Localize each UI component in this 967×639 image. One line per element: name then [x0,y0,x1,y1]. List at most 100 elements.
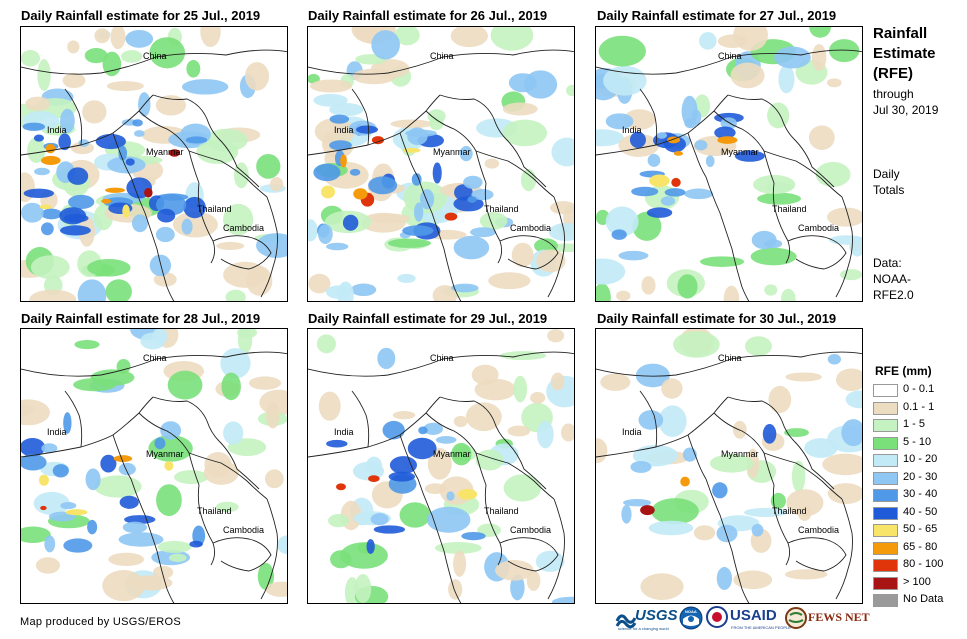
rain-cell [809,27,831,38]
rain-cell [73,378,117,392]
legend-swatch [873,454,898,467]
rain-cell [33,134,44,142]
legend-label: 10 - 20 [903,453,938,465]
fews-net-logo: FEWS NET [785,606,870,632]
rain-cell [108,552,145,567]
rain-cell [25,96,51,111]
usaid-seal [706,606,728,628]
rain-cell [122,521,148,534]
rain-cell [764,284,778,296]
country-border [793,138,835,188]
country-border [639,88,658,146]
rain-cell [94,475,142,498]
rain-cell [418,426,428,435]
rain-cell [394,27,420,46]
legend-row: 80 - 100 [873,557,963,574]
legend-row: 50 - 65 [873,522,963,539]
rain-cell [641,276,656,295]
country-label-thailand: Thailand [197,506,232,516]
rain-core [371,136,384,145]
usgs-logo-graphic [615,614,637,629]
country-border [499,235,559,270]
country-border [475,452,555,500]
rain-core [458,488,478,500]
legend-swatch [873,541,898,555]
country-border [439,396,507,442]
rain-cell [811,44,827,71]
rain-cell [223,421,244,445]
rain-cell [712,482,728,499]
rain-cell [511,242,534,268]
rain-core [402,147,421,153]
country-border [499,537,559,572]
rain-cell [85,468,101,491]
legend-swatch [873,436,898,450]
panel-title: Daily Rainfall estimate for 27 Jul., 201… [597,8,837,23]
rainfall-map-panel: China India Myanmar Thailand Cambodia [307,328,575,604]
rain-cell [225,289,246,301]
country-border [152,94,220,140]
rain-cell [248,376,282,390]
rain-cell [133,130,145,137]
rain-cell [310,79,353,93]
country-border [787,235,847,270]
rain-cell [356,125,379,134]
legend-label: 50 - 65 [903,523,938,535]
legend-swatch [873,489,898,502]
legend-title: RFE (mm) [875,364,932,378]
country-border [188,150,268,198]
rain-cell [770,492,786,510]
map-canvas [21,27,287,301]
country-border [351,390,370,448]
country-border [547,498,565,600]
rain-cell [407,127,428,146]
rain-core [40,155,61,165]
rain-cell [119,495,139,509]
rain-cell [326,242,349,251]
rain-cell [157,208,176,223]
rain-cell [200,27,221,47]
legend-label: 80 - 100 [903,558,944,570]
usaid-logo: USAID FROM THE AMERICAN PEOPLE [706,606,791,632]
rain-cell [530,392,546,404]
map-canvas [21,329,287,603]
country-border [218,440,260,490]
country-label-myanmar: Myanmar [146,449,184,459]
country-border [835,498,853,600]
rain-cell [62,72,86,89]
rain-cell [313,163,341,182]
rain-cell [780,288,796,301]
country-label-thailand: Thailand [197,204,232,214]
rain-cell [22,122,46,131]
rain-cell [705,155,715,168]
rain-cell [631,186,659,197]
rain-cell [550,372,565,391]
rain-cell [474,378,517,401]
rain-cell [120,50,143,63]
country-border [197,484,216,566]
rain-cell [459,146,473,162]
totals-line: Daily [873,167,900,181]
rain-cell [392,411,416,420]
map-credit: Map produced by USGS/EROS [20,616,181,628]
rain-cell [84,47,108,64]
data-source-block: Data: NOAA- RFE2.0 [873,255,914,303]
rain-cell [183,196,206,219]
rain-cell [427,448,452,480]
rain-cell [264,469,284,489]
rain-cell [330,550,352,569]
rain-core [101,198,112,204]
country-border [505,440,547,490]
rain-cell [329,114,350,124]
rain-cell [329,140,352,151]
legend-row: 0 - 0.1 [873,382,963,399]
rain-cell [215,501,239,513]
panel-title: Daily Rainfall estimate for 28 Jul., 201… [21,311,261,326]
country-label-china: China [718,353,742,363]
rain-cell [167,370,203,400]
rain-cell [411,173,422,186]
rain-cell [377,347,396,370]
country-border [21,351,287,377]
country-border [727,396,795,442]
rain-cell [181,79,229,95]
